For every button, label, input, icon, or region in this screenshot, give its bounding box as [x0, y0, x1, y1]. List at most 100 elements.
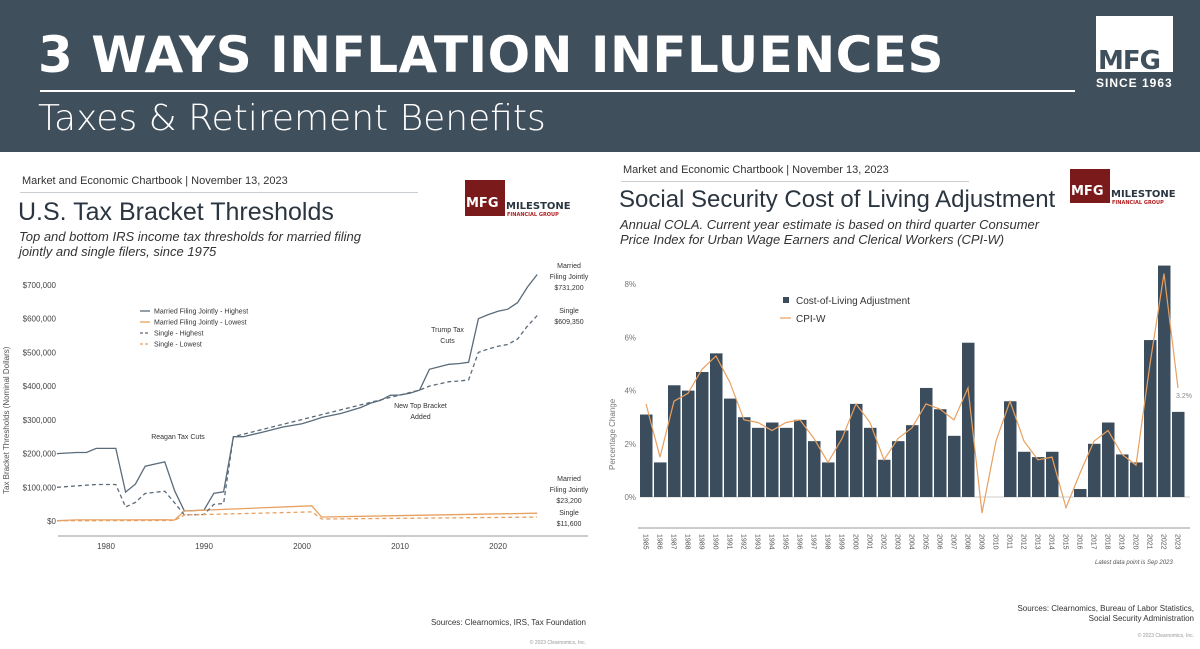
cola-bar	[850, 403, 863, 497]
cola-bar	[920, 387, 933, 497]
right-x-tick-label: 2017	[1090, 534, 1097, 550]
cola-bar	[906, 425, 919, 497]
annotation-new-top-bracket: New Top Bracket Added	[394, 403, 447, 421]
right-x-tick-label: 2018	[1104, 534, 1111, 550]
right-x-tick-label: 1990	[712, 534, 719, 550]
right-chart-subtitle: Annual COLA. Current year estimate is ba…	[620, 217, 1040, 247]
right-x-tick-label: 1997	[810, 534, 817, 550]
left-legend-label: Married Filing Jointly - Lowest	[154, 320, 247, 327]
label-single-high: Single $609,350	[554, 308, 584, 326]
left-series-line-0	[56, 274, 538, 512]
left-legend-label: Single - Lowest	[154, 342, 202, 349]
left-legend-label: Married Filing Jointly - Highest	[154, 309, 248, 316]
right-x-tick-label: 1999	[838, 534, 845, 550]
cola-bar	[738, 417, 751, 497]
cola-bar	[654, 462, 667, 497]
cola-bar	[808, 441, 821, 497]
cola-bar	[822, 462, 835, 497]
left-series-line-2	[56, 315, 538, 516]
right-x-tick-label: 2002	[880, 534, 887, 550]
latest-data-note: Latest data point is Sep 2023	[1095, 560, 1173, 566]
cola-bar	[1102, 422, 1115, 497]
cola-bar	[1018, 451, 1031, 497]
label-mfj-low: Married Filing Jointly $23,200	[549, 476, 589, 505]
cola-bar	[640, 414, 653, 497]
right-x-tick-label: 2003	[894, 534, 901, 550]
left-x-tick-label: 1980	[97, 542, 115, 551]
cola-bar	[1144, 340, 1157, 497]
left-copyright: © 2023 Clearnomics, Inc.	[529, 640, 586, 646]
right-x-tick-label: 2015	[1062, 534, 1069, 550]
right-x-tick-label: 1993	[754, 534, 761, 550]
right-copyright: © 2023 Clearnomics, Inc.	[1137, 633, 1194, 639]
mfg-logo-since: SINCE 1963	[1096, 76, 1173, 90]
cola-bar	[696, 371, 709, 497]
left-x-tick-label: 2020	[489, 542, 507, 551]
left-series-line-3	[56, 511, 538, 522]
cola-bar	[892, 441, 905, 497]
right-x-tick-label: 2021	[1146, 534, 1153, 550]
left-chartbook-label: Market and Economic Chartbook | November…	[22, 175, 288, 187]
cola-bar	[766, 422, 779, 497]
right-x-tick-label: 1998	[824, 534, 831, 550]
right-y-tick-label: 8%	[624, 280, 636, 289]
page-subtitle: Taxes & Retirement Benefits	[38, 98, 546, 139]
left-x-tick-label: 1990	[195, 542, 213, 551]
left-y-tick-label: $500,000	[23, 348, 57, 357]
label-single-low: Single $11,600	[556, 510, 582, 528]
right-sources: Sources: Clearnomics, Bureau of Labor St…	[1017, 604, 1194, 623]
left-series-line-1	[56, 505, 538, 522]
cola-bar	[1074, 489, 1087, 497]
right-x-tick-label: 1989	[698, 534, 705, 550]
right-x-tick-label: 1985	[642, 534, 649, 550]
cola-bar	[1004, 401, 1017, 497]
right-x-tick-label: 2013	[1034, 534, 1041, 550]
cola-bar	[1130, 462, 1143, 497]
cola-bar	[934, 409, 947, 497]
right-y-tick-label: 4%	[624, 387, 636, 396]
cola-bar	[1088, 443, 1101, 497]
header-divider	[40, 90, 1075, 92]
right-x-tick-label: 2008	[964, 534, 971, 550]
left-y-tick-label: $200,000	[23, 450, 57, 459]
right-x-tick-label: 1994	[768, 534, 775, 550]
left-y-tick-label: $400,000	[23, 382, 57, 391]
right-x-tick-label: 1995	[782, 534, 789, 550]
right-chartbook-label: Market and Economic Chartbook | November…	[623, 164, 889, 176]
right-x-tick-label: 1991	[726, 534, 733, 550]
right-x-tick-label: 2001	[866, 534, 873, 550]
left-chart-subtitle: Top and bottom IRS income tax thresholds…	[19, 229, 362, 259]
cola-bar	[780, 427, 793, 497]
right-x-tick-label: 1987	[670, 534, 677, 550]
right-y-tick-label: 2%	[624, 440, 636, 449]
data-label-2023: 3.2%	[1176, 393, 1192, 400]
left-y-tick-label: $100,000	[23, 483, 57, 492]
right-x-tick-label: 2011	[1006, 534, 1013, 549]
left-rule	[20, 192, 418, 193]
left-y-tick-label: $300,000	[23, 416, 57, 425]
cola-bar	[878, 459, 891, 497]
right-chart-title: Social Security Cost of Living Adjustmen…	[619, 186, 1056, 213]
left-y-tick-label: $0	[47, 517, 56, 526]
cola-bar	[710, 353, 723, 497]
cola-bar	[836, 430, 849, 497]
legend-label-cpi: CPI-W	[796, 314, 826, 325]
left-chart-title: U.S. Tax Bracket Thresholds	[18, 198, 334, 226]
cola-bar	[682, 390, 695, 497]
right-x-tick-label: 1992	[740, 534, 747, 550]
legend-swatch-cola	[783, 297, 789, 303]
mfg-logo	[1096, 16, 1173, 72]
left-legend-label: Single - Highest	[154, 331, 203, 338]
right-y-tick-label: 6%	[624, 333, 636, 342]
cpi-w-line	[645, 273, 1179, 514]
legend-label-cola: Cost-of-Living Adjustment	[796, 296, 910, 307]
annotation-reagan: Reagan Tax Cuts	[151, 434, 205, 441]
right-rule	[621, 181, 969, 182]
annotation-trump: Trump Tax Cuts	[431, 327, 464, 345]
page-title: 3 WAYS INFLATION INFLUENCES	[38, 26, 945, 84]
right-x-tick-label: 1996	[796, 534, 803, 550]
right-x-tick-label: 2014	[1048, 534, 1055, 550]
left-x-tick-label: 2000	[293, 542, 311, 551]
right-x-tick-label: 2000	[852, 534, 859, 550]
